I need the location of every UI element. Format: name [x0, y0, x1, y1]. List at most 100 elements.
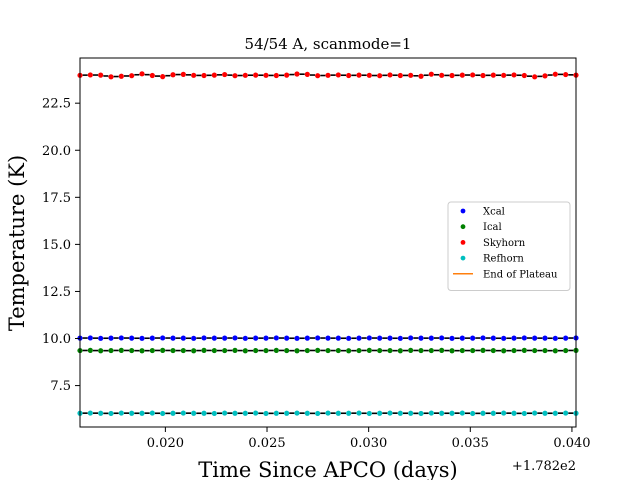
skyhorn-point: [459, 72, 465, 78]
xcal-point: [501, 335, 507, 341]
ical-point: [542, 347, 548, 354]
skyhorn-point: [325, 72, 331, 78]
series-refhorn: [77, 410, 579, 417]
refhorn-point: [304, 410, 310, 416]
refhorn-point: [428, 410, 434, 416]
xcal-point: [129, 335, 135, 341]
skyhorn-point: [335, 72, 341, 78]
x-tick-label: 0.035: [452, 436, 489, 451]
ical-point: [284, 347, 290, 354]
xcal-point: [170, 335, 176, 341]
skyhorn-point: [263, 72, 269, 78]
skyhorn-point: [222, 71, 228, 78]
skyhorn-point: [87, 72, 93, 78]
refhorn-point: [160, 410, 166, 417]
refhorn-point: [377, 410, 383, 416]
skyhorn-point: [428, 71, 434, 77]
refhorn-point: [273, 410, 279, 416]
refhorn-point: [480, 410, 486, 416]
refhorn-point: [87, 410, 93, 416]
xcal-point: [563, 335, 569, 341]
skyhorn-point: [366, 72, 372, 78]
skyhorn-point: [98, 72, 104, 78]
ical-point: [273, 347, 279, 353]
skyhorn-point: [180, 71, 186, 77]
legend-label-refhorn: Refhorn: [483, 254, 524, 265]
refhorn-point: [139, 410, 145, 416]
xcal-point: [211, 335, 217, 341]
ical-point: [222, 347, 228, 354]
ical-point: [501, 348, 507, 354]
plot-frame: [79, 57, 577, 428]
refhorn-point: [98, 410, 104, 416]
skyhorn-point: [449, 72, 455, 79]
xcal-point: [439, 335, 445, 341]
y-tick-label: 22.5: [42, 97, 71, 112]
ical-point: [449, 348, 455, 354]
y-tick-label: 20.0: [42, 144, 71, 159]
ical-point: [118, 347, 124, 353]
skyhorn-point: [511, 72, 517, 78]
skyhorn-point: [356, 72, 362, 78]
refhorn-point: [149, 410, 155, 416]
refhorn-point: [253, 410, 259, 416]
refhorn-point: [242, 410, 248, 416]
ical-point: [397, 348, 403, 354]
refhorn-point: [294, 410, 300, 416]
xcal-point: [511, 335, 517, 341]
ical-point: [129, 347, 135, 354]
ical-point: [428, 347, 434, 354]
ical-point: [211, 347, 217, 354]
legend-label-ical: Ical: [483, 222, 502, 233]
xcal-point: [459, 335, 465, 341]
refhorn-point: [201, 410, 207, 416]
xcal-point: [160, 335, 166, 341]
xcal-point: [149, 335, 155, 341]
xcal-point: [242, 335, 248, 341]
refhorn-point: [542, 410, 548, 416]
refhorn-point: [180, 410, 186, 416]
refhorn-point: [397, 410, 403, 416]
x-tick-label: 0.040: [553, 436, 590, 451]
refhorn-point: [387, 410, 393, 416]
ical-point: [552, 348, 558, 354]
refhorn-point: [563, 410, 569, 416]
xcal-point: [335, 335, 341, 341]
xcal-point: [325, 335, 331, 341]
x-tick-label: 0.025: [248, 436, 285, 451]
skyhorn-point: [470, 72, 476, 78]
refhorn-point: [501, 410, 507, 416]
skyhorn-point: [149, 72, 155, 79]
refhorn-point: [222, 410, 228, 416]
skyhorn-point: [139, 71, 145, 77]
skyhorn-point: [346, 72, 352, 79]
x-tick-label: 0.020: [147, 436, 184, 451]
refhorn-point: [439, 410, 445, 416]
xcal-point: [253, 335, 259, 341]
skyhorn-point: [253, 72, 259, 78]
y-tick-label: 10.0: [42, 332, 71, 347]
y-axis-label: Temperature (K): [5, 155, 29, 331]
ical-point: [160, 347, 166, 353]
xcal-point: [480, 335, 486, 341]
skyhorn-point: [408, 72, 414, 78]
xcal-point: [284, 335, 290, 341]
skyhorn-point: [211, 72, 217, 78]
legend-marker-xcal: [460, 208, 466, 214]
xcal-point: [346, 335, 352, 341]
ical-point: [563, 347, 569, 354]
ical-point: [263, 347, 269, 354]
xcal-point: [408, 335, 414, 341]
refhorn-point: [263, 410, 269, 417]
y-tick-label: 15.0: [42, 238, 71, 253]
legend-label-xcal: Xcal: [483, 207, 505, 218]
ical-point: [201, 347, 207, 353]
ical-point: [242, 348, 248, 354]
refhorn-point: [408, 410, 414, 416]
xcal-point: [98, 335, 104, 341]
legend-label-end-of-plateau: End of Plateau: [483, 269, 558, 280]
skyhorn-point: [273, 72, 279, 79]
refhorn-point: [118, 410, 124, 416]
xcal-point: [201, 335, 207, 341]
xcal-point: [532, 335, 538, 341]
